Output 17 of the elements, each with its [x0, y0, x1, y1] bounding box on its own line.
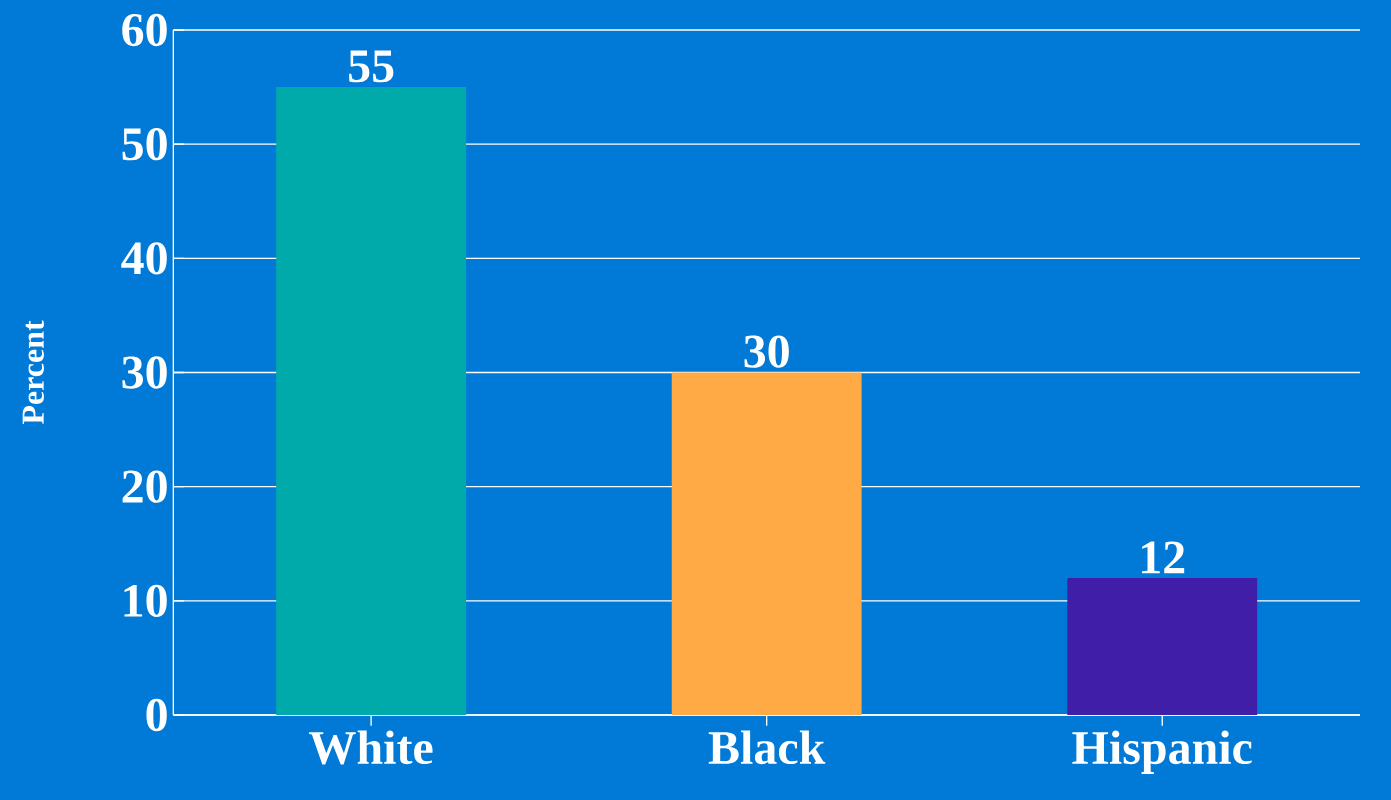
y-tick-label: 50	[122, 127, 167, 161]
data-label: 12	[1142, 541, 1185, 574]
y-axis-title: Percent	[22, 320, 44, 425]
data-label: 30	[744, 335, 789, 368]
data-label: 55	[349, 50, 394, 83]
y-tick-label: 20	[122, 470, 167, 503]
y-tick-label: 30	[122, 356, 167, 389]
y-tick-label: 0	[146, 698, 167, 732]
y-tick-label: 40	[121, 242, 167, 275]
y-tick-label: 60	[122, 13, 167, 47]
bar	[1067, 578, 1258, 715]
x-tick-label: Hispanic	[1072, 730, 1252, 774]
bar	[671, 372, 862, 715]
y-tick-label: 10	[124, 584, 167, 618]
x-tick-label: Black	[708, 730, 826, 765]
bar	[276, 87, 467, 715]
x-tick-label: White	[309, 730, 433, 765]
